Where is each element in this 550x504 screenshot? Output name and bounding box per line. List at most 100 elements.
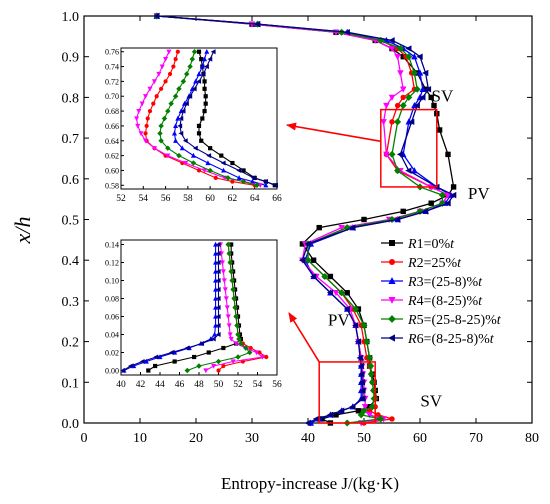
inset-1-y-tick-label-6: 0.12 xyxy=(105,259,119,268)
inset-0-point-0-13 xyxy=(208,146,213,151)
point-5-14 xyxy=(450,191,457,199)
inset-1-series-2 xyxy=(121,241,219,373)
inset-0-y-tick-label-5: 0.68 xyxy=(105,107,119,116)
inset-1-y-tick-label-2: 0.04 xyxy=(105,331,119,340)
inset-1-point-1-15 xyxy=(264,354,269,360)
inset-0-point-0-8 xyxy=(202,108,207,114)
inset-0-point-5-15 xyxy=(220,160,226,166)
inset-1-point-3-15 xyxy=(259,354,265,360)
point-0-8 xyxy=(428,94,434,101)
point-5-33 xyxy=(338,407,345,415)
point-5-34 xyxy=(326,411,334,419)
y-tick-label-0: 0.0 xyxy=(62,417,80,432)
inset-0-point-1-5 xyxy=(159,86,164,91)
point-1-9 xyxy=(394,102,401,109)
inset-1-point-3-5 xyxy=(222,287,228,293)
inset-0-point-5-14 xyxy=(206,153,212,159)
inset-0-point-1-11 xyxy=(143,131,148,136)
point-5-25 xyxy=(354,338,362,345)
inset-0-point-1-7 xyxy=(151,101,156,106)
legend-marker-3 xyxy=(388,297,396,304)
x-axis-label: Entropy-increase J/(kg·K) xyxy=(221,474,399,493)
inset-1-y-tick-label-5: 0.10 xyxy=(105,277,119,286)
inset-1-point-5-11 xyxy=(210,336,216,342)
inset-0-point-2-17 xyxy=(236,175,242,180)
inset-0-point-0-16 xyxy=(241,168,246,173)
point-4-22 xyxy=(338,289,346,297)
inset-0-point-1-10 xyxy=(144,123,149,129)
y-tick-label-4: 0.4 xyxy=(62,254,80,269)
legend-label-3: R4=(8-25)%t xyxy=(407,294,483,309)
point-4-7 xyxy=(413,85,421,93)
inset-0-point-5-4 xyxy=(196,78,202,84)
inset-0-point-5-12 xyxy=(182,138,188,144)
point-4-24 xyxy=(360,321,368,329)
inset-0-point-1-6 xyxy=(154,94,159,99)
inset-0-x-tick-label-6: 64 xyxy=(250,194,260,204)
point-5-22 xyxy=(326,289,334,296)
point-4-21 xyxy=(321,272,329,280)
legend-label-4: R5=(25-8-25)%t xyxy=(407,313,502,328)
point-2-12 xyxy=(411,167,418,174)
highlight-box-0 xyxy=(380,108,438,188)
inset-1-point-3-2 xyxy=(219,260,225,266)
point-5-23 xyxy=(343,305,350,313)
inset-0-point-5-16 xyxy=(236,167,242,173)
inset-1-point-0-14 xyxy=(206,350,211,355)
point-5-0 xyxy=(153,12,160,20)
inset-1-point-5-7 xyxy=(215,304,221,311)
point-3-4 xyxy=(388,45,396,53)
inset-0-point-0-14 xyxy=(219,153,224,158)
legend-marker-0 xyxy=(389,240,395,246)
inset-1-point-3-6 xyxy=(223,296,229,302)
inset-1-point-4-15 xyxy=(235,354,241,360)
inset-1-point-2-15 xyxy=(157,354,163,360)
point-5-24 xyxy=(352,322,359,329)
inset-0-point-4-18 xyxy=(240,178,247,185)
inset-0-point-0-12 xyxy=(199,138,204,143)
y-tick-label-5: 0.5 xyxy=(62,214,80,229)
point-3-34 xyxy=(366,412,373,419)
point-3-22 xyxy=(332,290,340,297)
inset-0-point-2-9 xyxy=(175,115,181,121)
inset-0-x-tick-label-0: 52 xyxy=(116,194,126,204)
point-0-17 xyxy=(361,216,367,223)
point-0-11 xyxy=(436,127,443,133)
inset-0-point-3-19 xyxy=(257,183,263,189)
inset-1-point-4-1 xyxy=(226,250,232,257)
inset-frame-1 xyxy=(120,239,278,376)
inset-0-point-3-3 xyxy=(156,71,162,77)
inset-1-point-2-2 xyxy=(213,259,219,265)
point-3-6 xyxy=(397,70,404,77)
inset-1-point-2-9 xyxy=(213,322,219,328)
x-tick-label-1: 10 xyxy=(133,431,147,446)
point-5-18 xyxy=(349,224,356,231)
inset-0-point-3-10 xyxy=(135,123,141,129)
inset-1-point-4-12 xyxy=(238,340,244,347)
legend: R1=0%t R2=25%t R3=(25-8)%t R4=(8-25)%t R5=(2… xyxy=(381,237,502,347)
point-5-32 xyxy=(349,403,356,410)
inset-1-point-5-16 xyxy=(139,358,145,365)
point-0-15 xyxy=(428,200,434,206)
point-5-15 xyxy=(444,199,451,207)
annotation-1: PV xyxy=(468,184,490,203)
inset-1-point-4-6 xyxy=(231,295,237,302)
inset-0-point-3-6 xyxy=(142,94,149,99)
point-5-21 xyxy=(310,273,317,280)
inset-0-point-4-1 xyxy=(189,56,196,62)
inset-1-point-5-10 xyxy=(215,331,221,338)
inset-0-point-4-7 xyxy=(168,100,174,107)
x-tick-label-7: 70 xyxy=(469,431,483,446)
point-4-9 xyxy=(399,102,407,110)
y-tick-label-1: 0.1 xyxy=(62,376,80,391)
point-4-35 xyxy=(377,415,385,423)
point-5-3 xyxy=(388,37,395,44)
inset-0-point-4-6 xyxy=(172,93,179,99)
legend-marker-5 xyxy=(388,334,395,342)
inset-1-point-4-8 xyxy=(233,313,239,320)
point-0-18 xyxy=(316,224,322,231)
point-3-7 xyxy=(399,86,407,93)
inset-1-x-tick-label-3: 46 xyxy=(175,380,185,390)
point-3-11 xyxy=(383,151,390,158)
